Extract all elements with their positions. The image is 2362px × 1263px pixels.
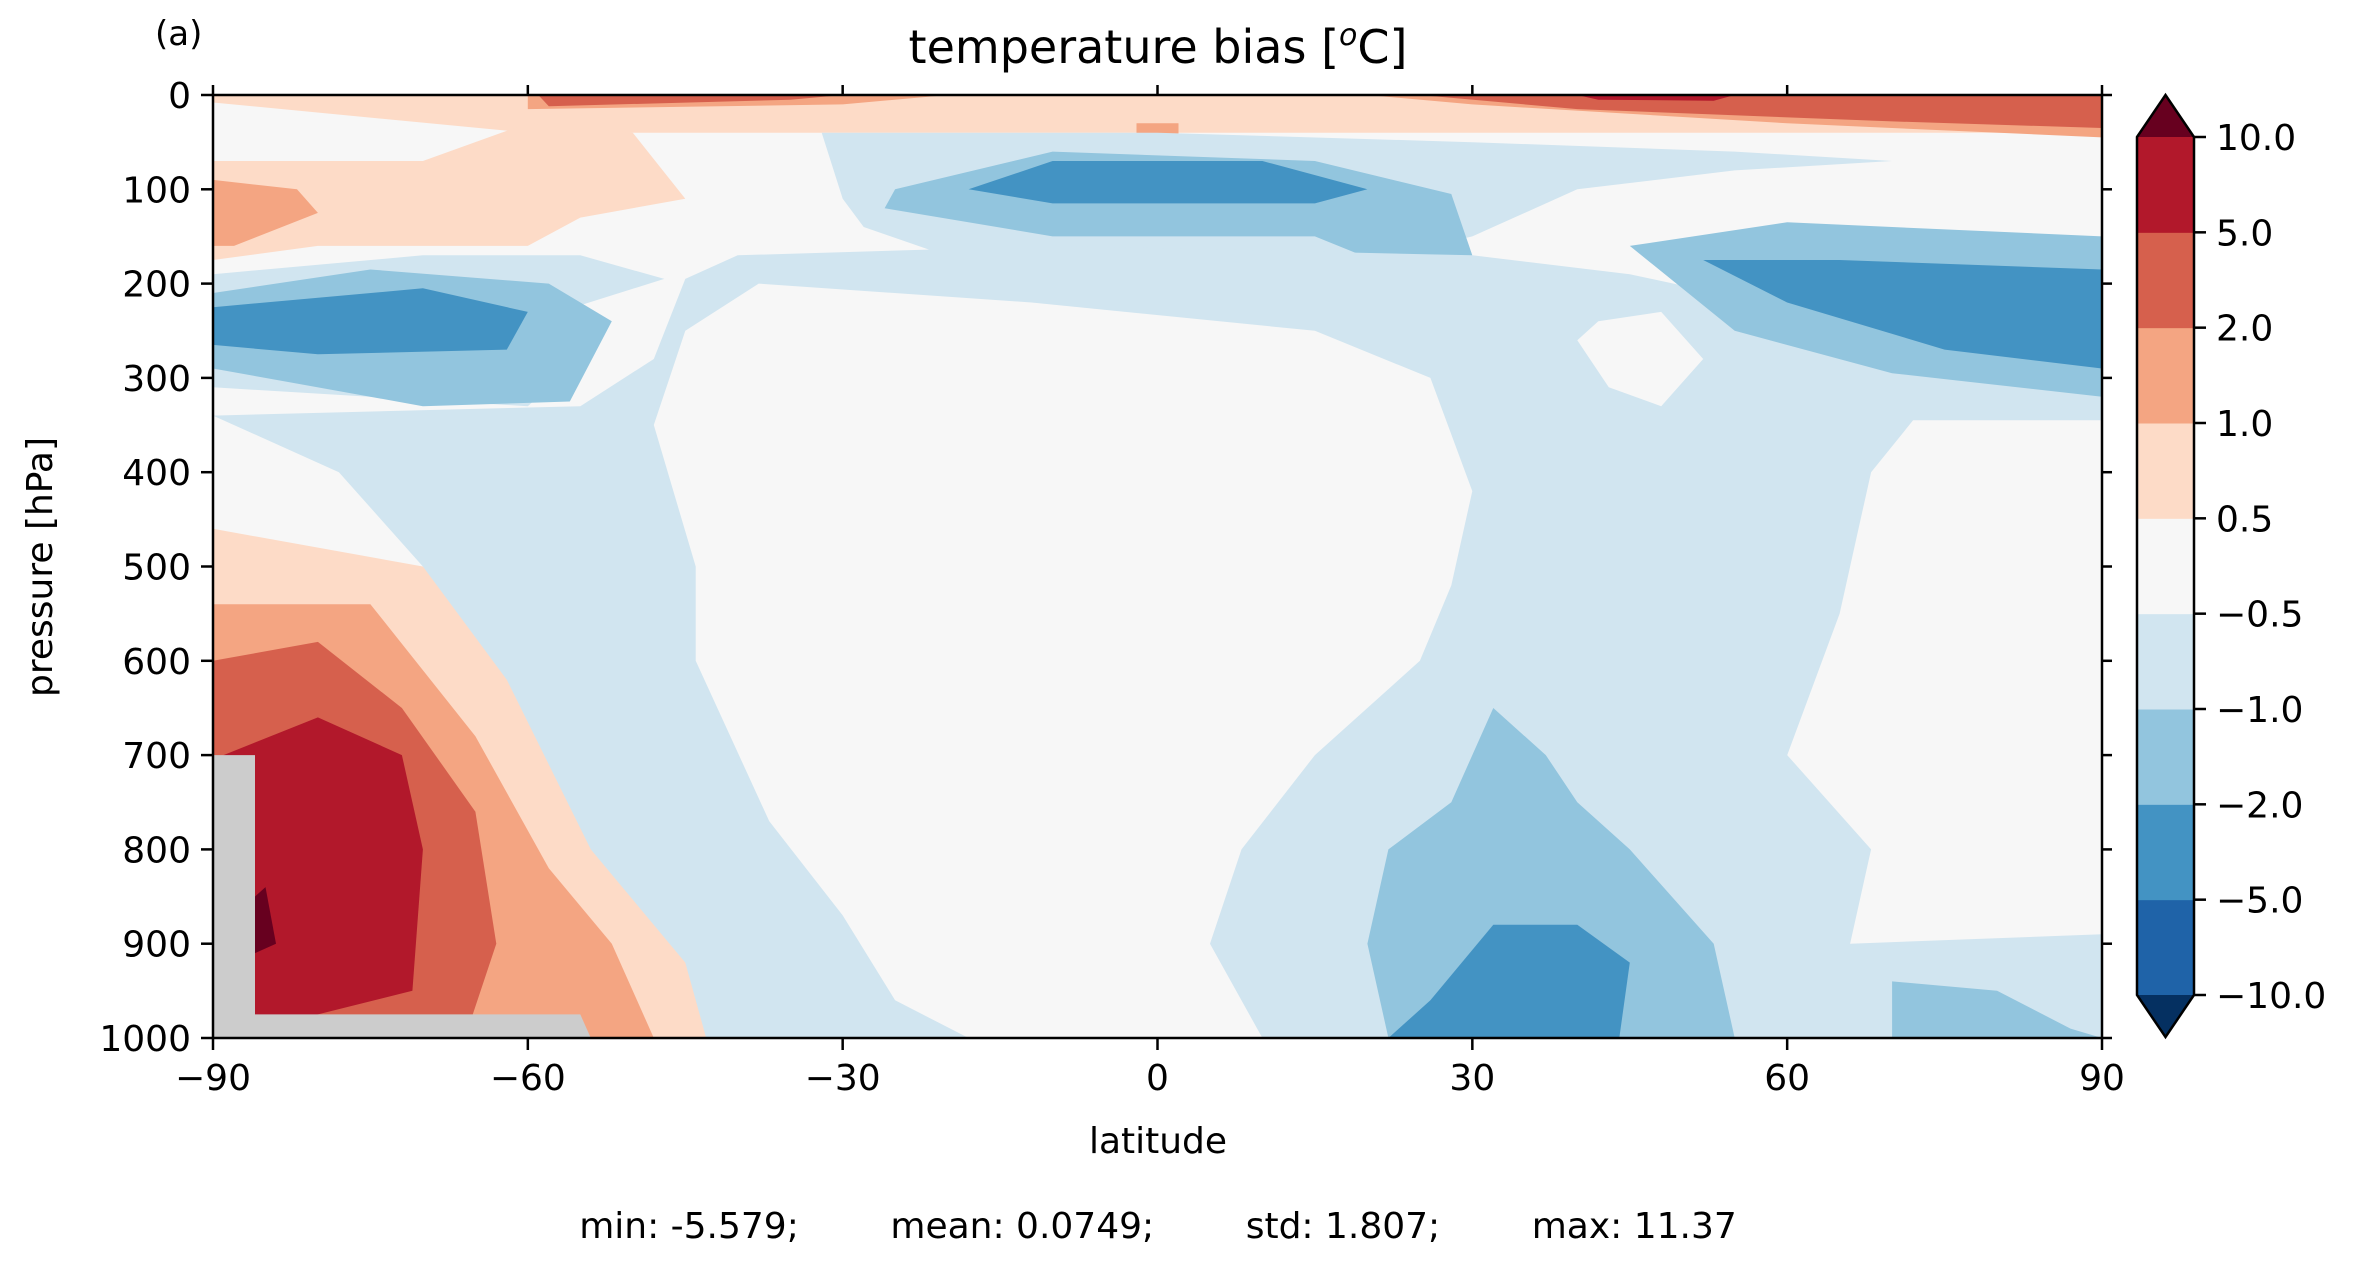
x-tick-label: −60 xyxy=(490,1058,566,1099)
colorbar-over-extend xyxy=(2137,95,2194,137)
x-tick-label: −90 xyxy=(175,1058,251,1099)
colorbar-segment xyxy=(2137,709,2194,805)
contour-sh-lower-trop-10 xyxy=(255,887,276,954)
contour-tropical-white-core xyxy=(653,283,1473,1038)
chart-title-superscript: o xyxy=(1339,18,1357,53)
colorbar-segment xyxy=(2137,232,2194,329)
y-tick-label: 0 xyxy=(168,76,191,117)
contour-nh-surface-cold-5 xyxy=(1388,924,1630,1038)
y-tick-label: 100 xyxy=(122,170,191,211)
x-axis-label: latitude xyxy=(1089,1121,1227,1162)
y-tick-label: 300 xyxy=(122,359,191,400)
contour-sh-lower-trop-5 xyxy=(223,717,423,1029)
chart-title-base: temperature bias [ xyxy=(909,20,1339,74)
colorbar-segment xyxy=(2137,137,2194,233)
contour-nh-upper-white xyxy=(1577,311,1704,407)
colorbar-segment xyxy=(2137,518,2194,615)
colorbar-segment xyxy=(2137,327,2194,424)
colorbar-tick-label: −2.0 xyxy=(2216,785,2303,826)
contour-top-warm-2-right xyxy=(1419,95,2102,128)
colorbar-segment xyxy=(2137,423,2194,519)
colorbar-segment xyxy=(2137,613,2194,710)
chart-title-rest: C] xyxy=(1357,20,1407,74)
y-tick-label: 900 xyxy=(122,925,191,966)
y-tick-label: 400 xyxy=(122,453,191,494)
colorbar-tick-label: 2.0 xyxy=(2216,309,2273,350)
x-tick-label: 0 xyxy=(1146,1058,1169,1099)
contour-nh-surface-cold-2 xyxy=(1367,708,1735,1038)
contour-antarctic-missing xyxy=(213,755,591,1038)
stats-summary: min: -5.579; mean: 0.0749; std: 1.807; m… xyxy=(579,1206,1737,1247)
chart-title: temperature bias [oC] xyxy=(909,18,1408,74)
y-tick-label: 600 xyxy=(122,642,191,683)
contour-top-warm-2-left xyxy=(538,95,843,107)
contour-nh-surface-cold-arctic xyxy=(1892,981,2102,1038)
panel-label: (a) xyxy=(155,14,202,54)
y-tick-label: 500 xyxy=(122,548,191,589)
colorbar-tick-label: −1.0 xyxy=(2216,690,2303,731)
colorbar-under-extend xyxy=(2137,995,2194,1037)
x-tick-label: 60 xyxy=(1764,1058,1810,1099)
colorbar-tick-label: 1.0 xyxy=(2216,404,2273,445)
y-tick-label: 800 xyxy=(122,830,191,871)
colorbar-tick-label: 5.0 xyxy=(2216,213,2273,254)
colorbar: −10.0 −5.0 −2.0 −1.0 −0.5 0.5 1.0 2.0 5.0 10.0 xyxy=(2135,92,2326,1040)
colorbar-tick-label: −0.5 xyxy=(2216,595,2303,636)
x-tick-label: 90 xyxy=(2079,1058,2125,1099)
contour-sh-upper-trop-5 xyxy=(213,288,528,355)
colorbar-tick-label: 10.0 xyxy=(2216,118,2296,159)
y-axis: 0 100 200 300 400 500 600 700 800 900 1000 xyxy=(99,76,2112,1060)
x-tick-label: 30 xyxy=(1449,1058,1495,1099)
x-tick-label: −30 xyxy=(805,1058,881,1099)
colorbar-segment xyxy=(2137,804,2194,901)
colorbar-segment xyxy=(2137,899,2194,996)
colorbar-tick-label: −10.0 xyxy=(2216,976,2326,1017)
contour-strat-cold-5 xyxy=(968,161,1368,204)
y-tick-label: 200 xyxy=(122,265,191,306)
colorbar-tick-label: 0.5 xyxy=(2216,499,2273,540)
contour-sh-lower-strat-1 xyxy=(213,179,318,246)
y-axis-label: pressure [hPa] xyxy=(20,437,61,697)
x-axis: −90 −60 −30 0 30 60 90 xyxy=(175,85,2125,1099)
contour-top-warm-5-right xyxy=(1577,95,1735,101)
contour-sh-lower-strat-warm xyxy=(213,123,686,260)
y-tick-label: 700 xyxy=(122,736,191,777)
colorbar-tick-label: −5.0 xyxy=(2216,881,2303,922)
contour-regions xyxy=(213,95,2102,1038)
contour-nh-upper-trop-5 xyxy=(1703,260,2102,369)
y-tick-label: 1000 xyxy=(99,1019,191,1060)
